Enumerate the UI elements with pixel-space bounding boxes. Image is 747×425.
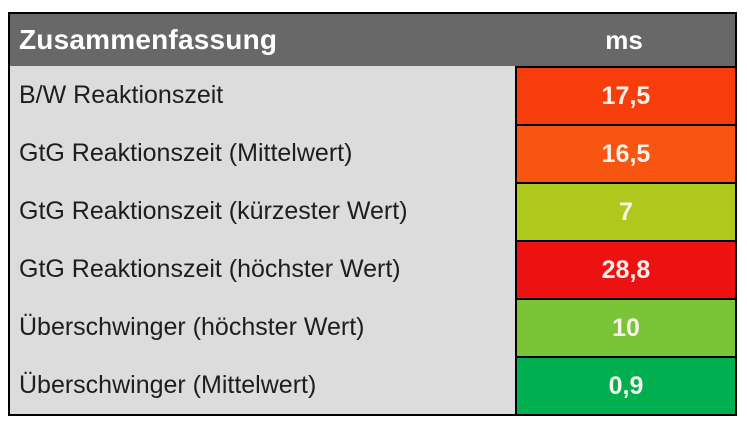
row-value-badge: 10 (515, 298, 735, 356)
table-row: GtG Reaktionszeit (kürzester Wert) 7 (10, 182, 735, 240)
table-row: Überschwinger (höchster Wert) 10 (10, 298, 735, 356)
unit-column-header: ms (605, 24, 643, 55)
table-row: GtG Reaktionszeit (höchster Wert) 28,8 (10, 240, 735, 298)
table-row: Überschwinger (Mittelwert) 0,9 (10, 356, 735, 414)
row-value-badge: 7 (515, 182, 735, 240)
summary-table: Zusammenfassung ms B/W Reaktionszeit 17,… (8, 12, 737, 416)
row-label: GtG Reaktionszeit (Mittelwert) (19, 138, 353, 167)
row-label: B/W Reaktionszeit (19, 80, 224, 109)
row-value-badge: 17,5 (515, 66, 735, 124)
table-row: B/W Reaktionszeit 17,5 (10, 66, 735, 124)
table-row: GtG Reaktionszeit (Mittelwert) 16,5 (10, 124, 735, 182)
row-value-badge: 28,8 (515, 240, 735, 298)
row-value-badge: 16,5 (515, 124, 735, 182)
row-label: GtG Reaktionszeit (höchster Wert) (19, 254, 401, 283)
row-label: Überschwinger (Mittelwert) (19, 370, 317, 399)
row-value-badge: 0,9 (515, 356, 735, 414)
table-header-row: Zusammenfassung ms (10, 14, 735, 66)
row-label: Überschwinger (höchster Wert) (19, 312, 365, 341)
row-label: GtG Reaktionszeit (kürzester Wert) (19, 196, 408, 225)
table-title: Zusammenfassung (19, 24, 278, 55)
